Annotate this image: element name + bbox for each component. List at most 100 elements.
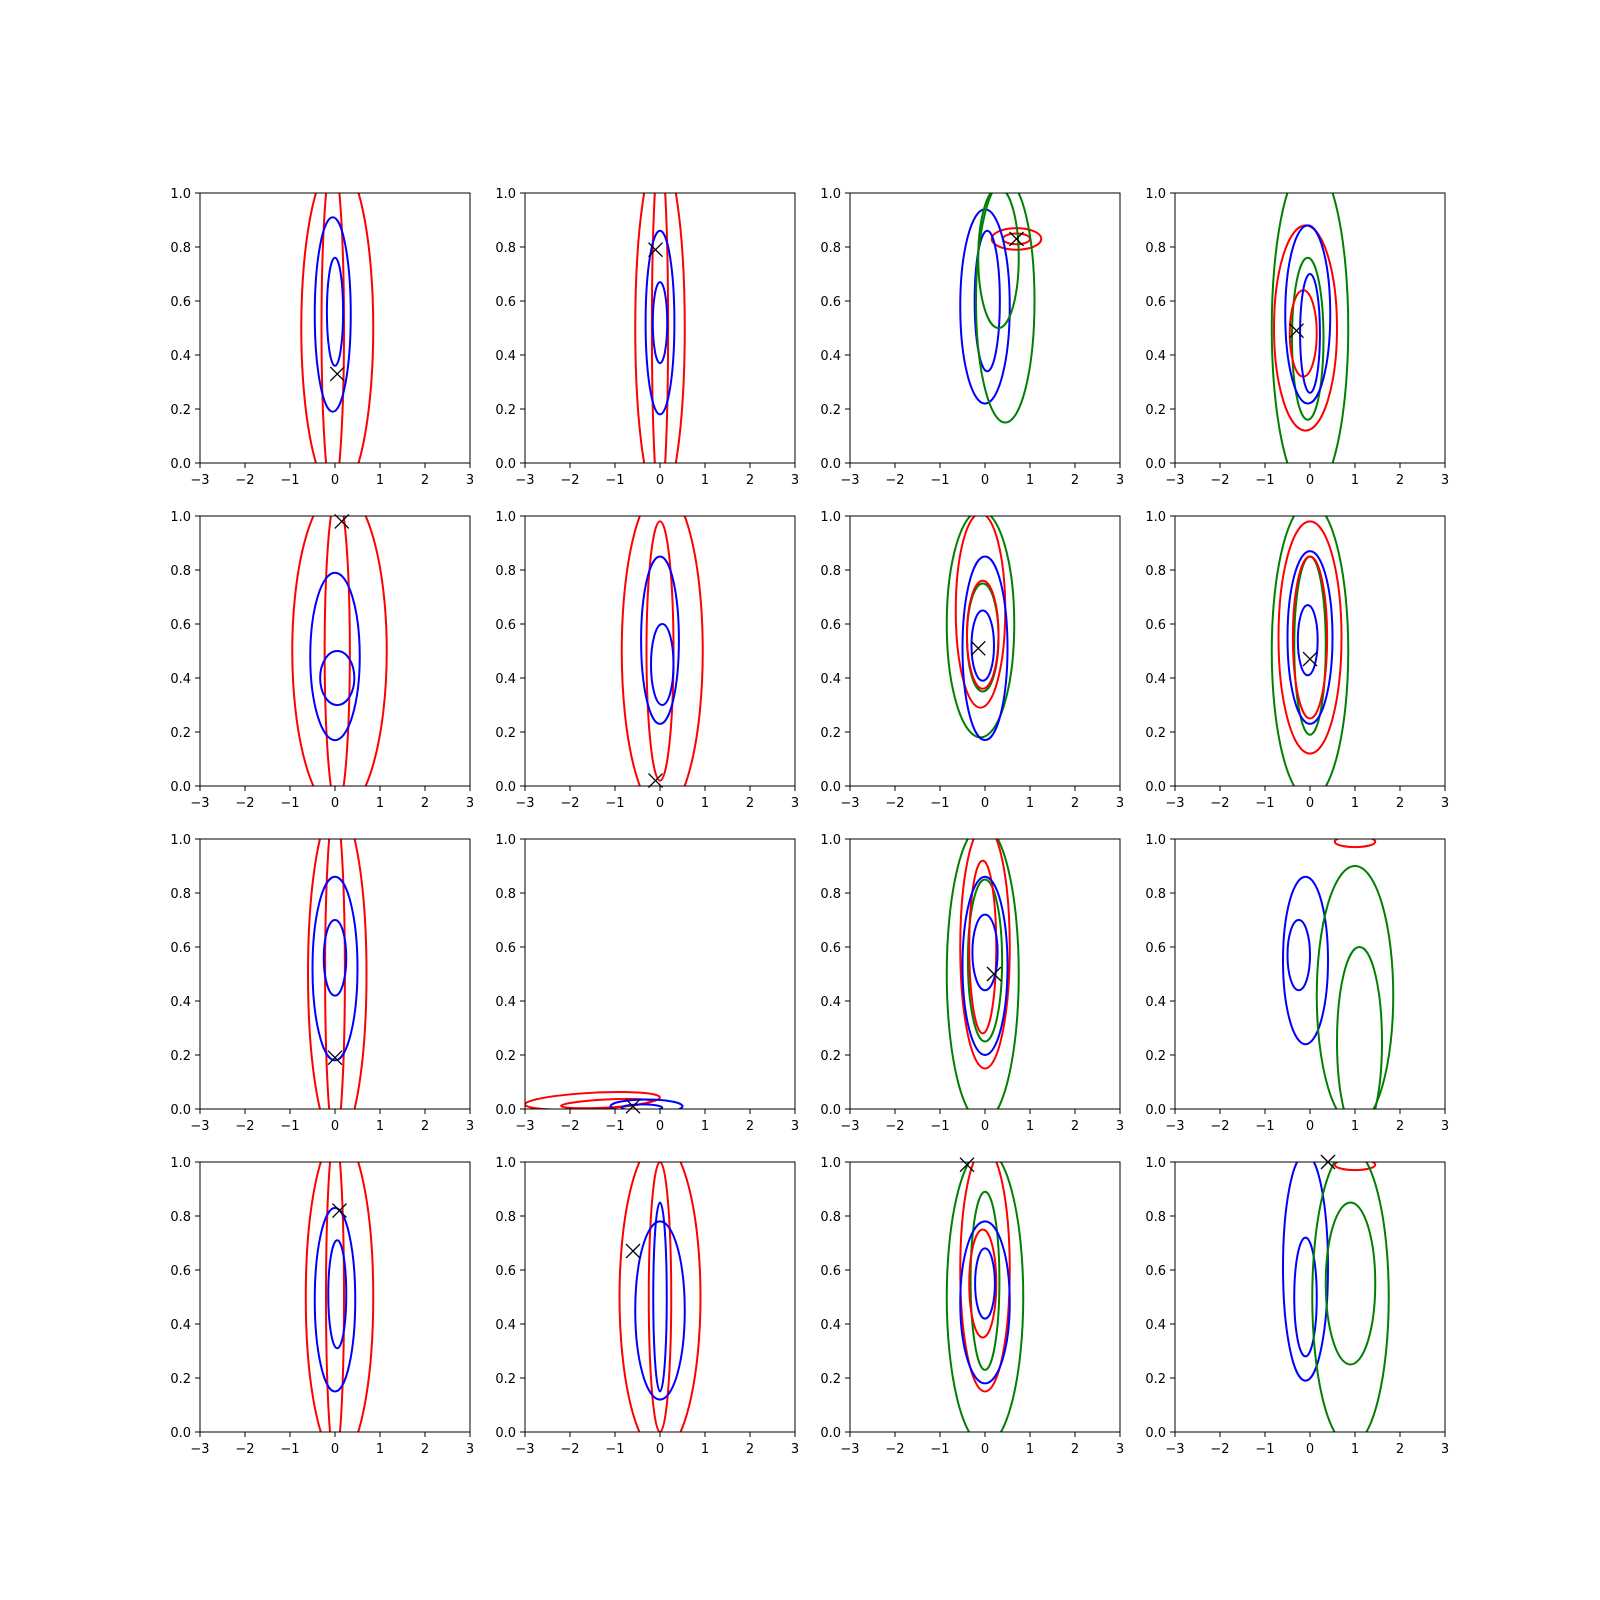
green-contour-level-1 [945,1162,1025,1432]
x-tick-label: 0 [981,473,989,488]
blue-contour-level-1 [1284,224,1332,405]
x-tick-label: −1 [930,473,949,488]
y-tick-label: 0.8 [820,241,841,256]
blue-contour-level-1 [959,1220,1011,1385]
y-tick-label: 0.2 [170,403,191,418]
x-tick-label: 3 [1441,1442,1449,1457]
x-tick-label: 3 [791,473,799,488]
x-tick-label: 2 [421,1119,429,1134]
blue-contour-level-1 [609,1098,684,1109]
green-contour-level-2 [1293,555,1327,736]
plot-area [1282,1162,1390,1432]
plot-area [1282,839,1395,1109]
x-tick-label: −2 [885,796,904,811]
red-contour-level-2 [645,520,675,782]
y-tick-label: 0.4 [170,672,191,687]
y-tick-label: 0.4 [495,672,516,687]
y-tick-label: 0.0 [820,1103,841,1118]
x-tick-label: 3 [1441,796,1449,811]
x-tick-label: 2 [746,473,754,488]
x-tick-label: −1 [930,796,949,811]
plot-area [945,839,1020,1109]
y-tick-label: 1.0 [495,1156,516,1171]
subplot-3-1: −3 −2 −1 0 1 2 3 0.0 0.2 0.4 0.6 0.8 1.0 [170,833,474,1134]
x-tick-label: 0 [656,473,664,488]
x-tick-label: −1 [1255,796,1274,811]
blue-contour-level-2 [650,623,675,706]
x-tick-label: 2 [421,796,429,811]
y-tick-label: 0.8 [1145,1210,1166,1225]
x-marker [1302,651,1318,667]
x-tick-label: −1 [280,1442,299,1457]
x-tick-label: −1 [605,473,624,488]
x-tick-label: −1 [930,1442,949,1457]
y-tick-label: 0.2 [1145,1049,1166,1064]
x-tick-label: 3 [466,473,474,488]
y-tick-label: 1.0 [820,510,841,525]
blue-contour-level-1 [313,1206,357,1393]
blue-contour-level-2 [620,1103,664,1109]
x-tick-label: 3 [791,1119,799,1134]
y-tick-label: 0.0 [820,1426,841,1441]
x-tick-label: −2 [1210,1119,1229,1134]
green-contour-level-1 [945,839,1020,1109]
x-tick-label: 3 [1116,473,1124,488]
y-tick-label: 0.6 [495,941,516,956]
y-tick-label: 0.6 [820,1264,841,1279]
red-contour-level-1 [291,516,388,786]
red-contour-level-2 [324,839,346,1109]
y-tick-label: 0.6 [170,295,191,310]
y-tick-label: 0.0 [170,780,191,795]
blue-contour-level-2 [1286,919,1311,992]
y-tick-label: 0.8 [170,1210,191,1225]
x-marker [1289,323,1304,339]
axes-frame [1174,1161,1446,1433]
blue-contour-level-2 [1296,604,1319,677]
y-tick-label: 1.0 [1145,510,1166,525]
green-contour-level-1 [1270,516,1350,786]
x-tick-label: 1 [376,473,384,488]
blue-contour-level-1 [311,875,359,1062]
red-contour-level-1 [300,193,375,463]
y-tick-label: 0.0 [170,457,191,472]
x-tick-label: 3 [1441,1119,1449,1134]
y-tick-label: 0.2 [495,1372,516,1387]
x-tick-label: 0 [1306,473,1314,488]
plot-area [618,1162,702,1432]
blue-contour-level-2 [973,229,1001,373]
red-contour-level-2 [647,1162,673,1432]
y-tick-label: 0.2 [495,726,516,741]
red-contour-level-1 [620,516,704,786]
red-contour-level-2 [966,579,1000,690]
plot-area [291,516,388,786]
y-tick-label: 0.8 [1145,564,1166,579]
red-contour-level-1 [959,839,1011,1070]
x-tick-label: 0 [656,796,664,811]
x-tick-label: −3 [190,1119,209,1134]
x-marker [970,640,986,656]
x-tick-label: −3 [1165,1442,1184,1457]
y-tick-label: 1.0 [170,187,191,202]
x-tick-label: 3 [466,1119,474,1134]
red-contour-level-2 [323,516,351,786]
y-tick-label: 0.8 [820,564,841,579]
x-tick-label: 2 [1071,1442,1079,1457]
y-tick-label: 0.6 [170,1264,191,1279]
x-tick-label: 2 [1071,473,1079,488]
x-tick-label: 2 [1396,796,1404,811]
red-contour-level-2 [560,1097,652,1109]
y-tick-label: 0.8 [820,887,841,902]
x-marker [1009,231,1024,247]
x-tick-label: 0 [331,473,339,488]
y-tick-label: 0.4 [820,349,841,364]
green-contour-level-1 [1315,865,1395,1109]
y-tick-label: 0.6 [495,1264,516,1279]
y-tick-label: 0.2 [820,726,841,741]
x-tick-label: −3 [190,473,209,488]
y-tick-label: 0.0 [495,457,516,472]
x-tick-label: −2 [560,1119,579,1134]
x-marker [648,242,663,258]
y-tick-label: 0.8 [170,564,191,579]
x-tick-label: 1 [1026,796,1034,811]
